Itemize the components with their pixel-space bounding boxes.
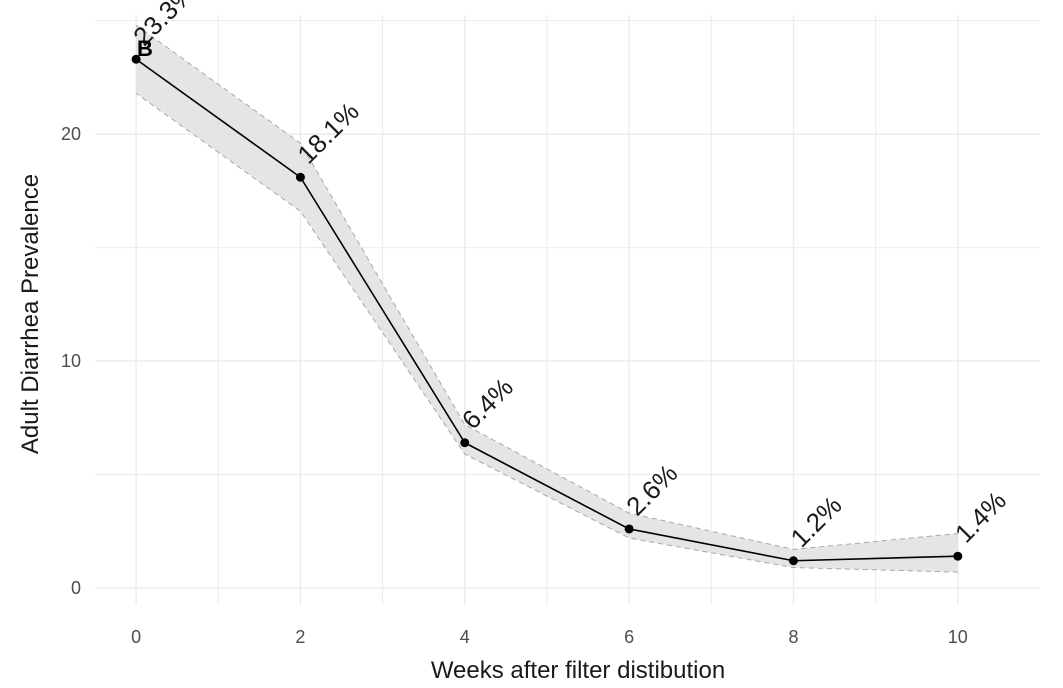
grid: [95, 15, 1040, 605]
x-tick-label: 10: [948, 627, 968, 647]
y-tick-label: 20: [61, 124, 81, 144]
y-tick-label: 0: [71, 578, 81, 598]
axis-ticks: 0 2 4 6 8 10 0 10 20: [61, 124, 968, 647]
series-line: [135, 58, 958, 562]
data-point: [788, 556, 798, 566]
data-point: [295, 172, 305, 182]
x-axis-title: Weeks after filter distibution: [431, 657, 725, 684]
y-axis-title: Adult Diarrhea Prevalence: [17, 174, 44, 454]
data-labels: 23.3%18.1%6.4%2.6%1.2% 1.4%: [127, 0, 1012, 553]
data-point: [624, 524, 634, 534]
x-tick-label: 0: [131, 627, 141, 647]
data-point: [131, 54, 141, 64]
x-tick-label: 4: [460, 627, 470, 647]
prevalence-line: [135, 58, 958, 562]
confidence-ribbon: [135, 24, 958, 573]
panel-label: B: [137, 36, 153, 61]
x-tick-label: 6: [624, 627, 634, 647]
y-tick-label: 10: [61, 351, 81, 371]
data-point: [460, 438, 470, 448]
ribbon-upper-edge: [135, 24, 958, 550]
x-tick-label: 2: [295, 627, 305, 647]
x-tick-label: 8: [788, 627, 798, 647]
data-label: 18.1%: [291, 96, 364, 169]
ribbon-lower-edge: [135, 92, 958, 573]
data-points: [131, 54, 963, 566]
data-point: [953, 551, 963, 561]
